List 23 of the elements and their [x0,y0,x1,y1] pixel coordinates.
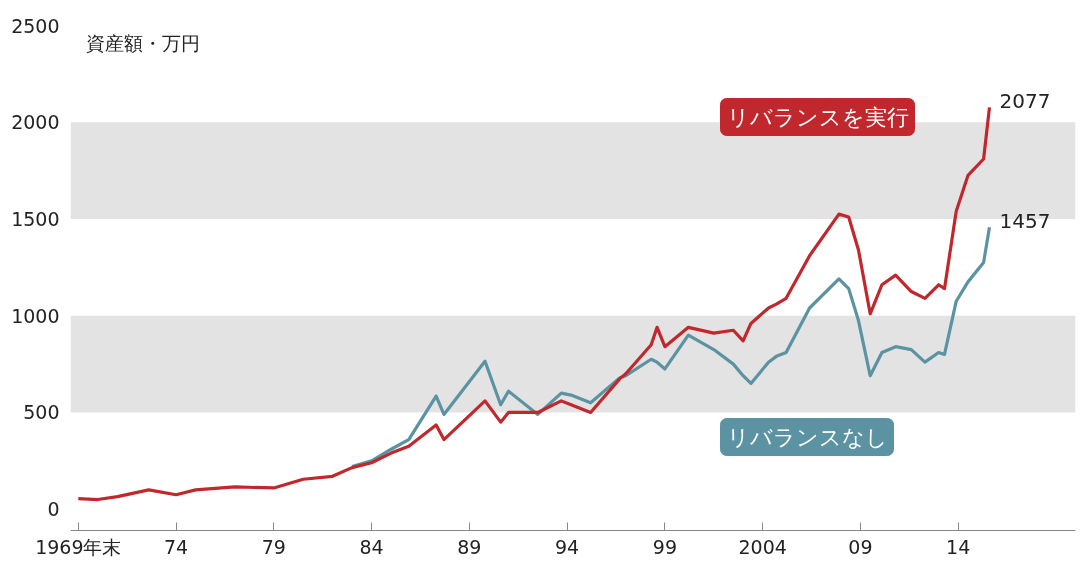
line-series [76,105,992,502]
y-tick-label: 1000 [11,304,60,327]
data-label: 2077 [999,89,1051,114]
x-tick-label: 94 [555,535,580,558]
x-tick-label: 14 [946,535,971,558]
y-axis-title: 資産額・万円 [85,32,200,54]
x-tick-label: 74 [164,535,189,558]
x-tick-label: 1969年末 [35,535,122,558]
x-tick-label: 09 [848,535,873,558]
text: リバランスを実行 [726,104,909,130]
data-label: 1457 [999,209,1051,234]
line-series [350,225,992,469]
x-tick-label: 2004 [738,535,787,558]
y-tick-label: 1500 [11,207,60,230]
y-tick-label: 500 [23,401,60,424]
y-tick-label: 0 [47,498,60,521]
x-tick-label: 84 [359,535,384,558]
x-tick-label: 89 [457,535,482,558]
x-tick-label: 99 [652,535,677,558]
y-tick-label: 2000 [11,111,60,134]
text: リバランスなし [726,424,888,450]
y-tick-label: 2500 [11,14,60,37]
x-tick-label: 79 [261,535,286,558]
